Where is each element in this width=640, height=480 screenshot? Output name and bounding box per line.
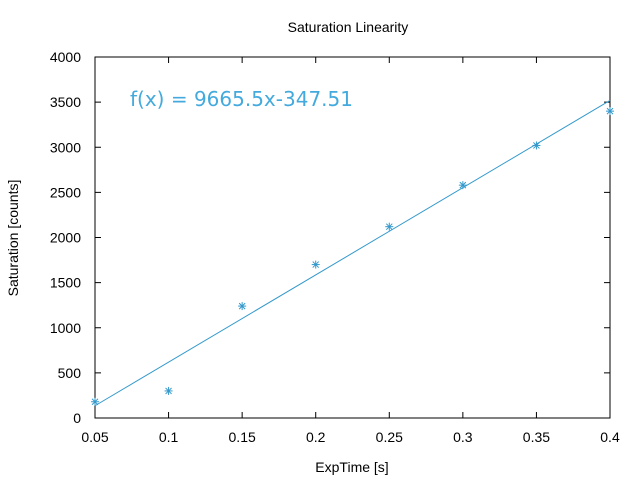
data-point [606, 107, 614, 116]
fit-equation-label: f(x) = 9665.5x-347.51 [130, 87, 353, 111]
x-axis: 0.05 0.1 0.15 0.2 0.25 0.3 0.35 0.4 [81, 57, 620, 445]
chart-title: Saturation Linearity [288, 19, 409, 35]
y-axis: 0 500 1000 1500 2000 2500 3000 3500 4000 [50, 49, 610, 426]
y-tick-label: 4000 [50, 49, 81, 65]
y-axis-label: Saturation [counts] [5, 180, 21, 297]
y-tick-label: 2500 [50, 184, 81, 200]
y-tick-label: 3000 [50, 139, 81, 155]
x-tick-label: 0.05 [81, 429, 108, 445]
data-points [91, 107, 614, 406]
data-point [385, 222, 394, 231]
plot-frame [94, 56, 611, 419]
x-tick-label: 0.4 [600, 429, 620, 445]
x-tick-label: 0.1 [159, 429, 179, 445]
data-point [458, 181, 467, 190]
y-tick-label: 1000 [50, 320, 81, 336]
x-tick-label: 0.2 [306, 429, 326, 445]
x-axis-label: ExpTime [s] [315, 459, 388, 475]
y-tick-label: 3500 [50, 94, 81, 110]
x-tick-label: 0.3 [453, 429, 473, 445]
fit-line [94, 100, 611, 407]
data-point [164, 386, 173, 395]
data-point [311, 260, 320, 269]
y-tick-label: 500 [58, 365, 82, 381]
y-tick-label: 0 [73, 410, 81, 426]
x-tick-label: 0.35 [523, 429, 550, 445]
y-tick-label: 1500 [50, 275, 81, 291]
x-tick-label: 0.25 [376, 429, 403, 445]
y-tick-label: 2000 [50, 230, 81, 246]
data-point [238, 302, 247, 311]
fit-line-layer [94, 100, 611, 407]
data-point [91, 397, 99, 406]
data-point [532, 141, 541, 150]
x-tick-label: 0.15 [229, 429, 256, 445]
